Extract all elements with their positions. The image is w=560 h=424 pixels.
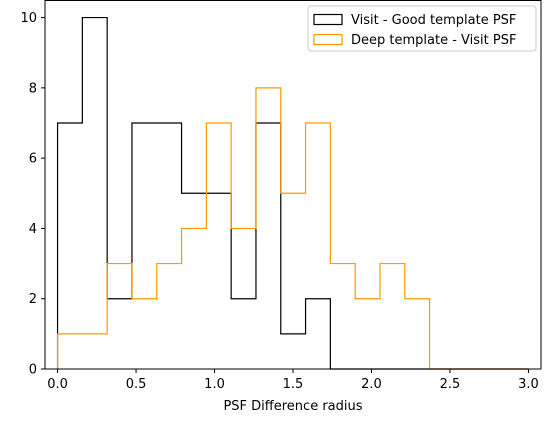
y-tick-label: 0 [29, 363, 37, 378]
y-tick-label: 2 [29, 292, 37, 307]
x-tick-label: 3.0 [518, 377, 539, 392]
legend-box [307, 5, 537, 52]
histogram-series-2 [56, 87, 529, 370]
legend: Visit - Good template PSF Deep template -… [307, 5, 537, 52]
x-tick-label: 1.0 [204, 377, 225, 392]
legend-swatch [313, 33, 343, 46]
x-axis-ticks: 0.0 0.5 1.0 1.5 2.0 2.5 3.0 [47, 369, 539, 392]
legend-entry-label: Deep template - Visit PSF [351, 33, 516, 48]
x-tick-label: 1.5 [283, 377, 304, 392]
y-tick-label: 8 [29, 81, 37, 96]
x-axis-label: PSF Difference radius [223, 399, 362, 414]
x-tick-label: 2.0 [361, 377, 382, 392]
plot-area [56, 16, 529, 370]
y-axis-ticks: 0 2 4 6 8 10 [20, 11, 45, 378]
x-tick-label: 0.0 [47, 377, 68, 392]
y-tick-label: 6 [29, 152, 37, 167]
x-tick-label: 0.5 [126, 377, 147, 392]
y-tick-label: 4 [29, 222, 37, 237]
y-tick-label: 10 [20, 11, 37, 26]
legend-swatch [313, 13, 343, 26]
x-tick-label: 2.5 [440, 377, 461, 392]
legend-entry-label: Visit - Good template PSF [351, 13, 516, 28]
axes-frame [44, 0, 542, 370]
